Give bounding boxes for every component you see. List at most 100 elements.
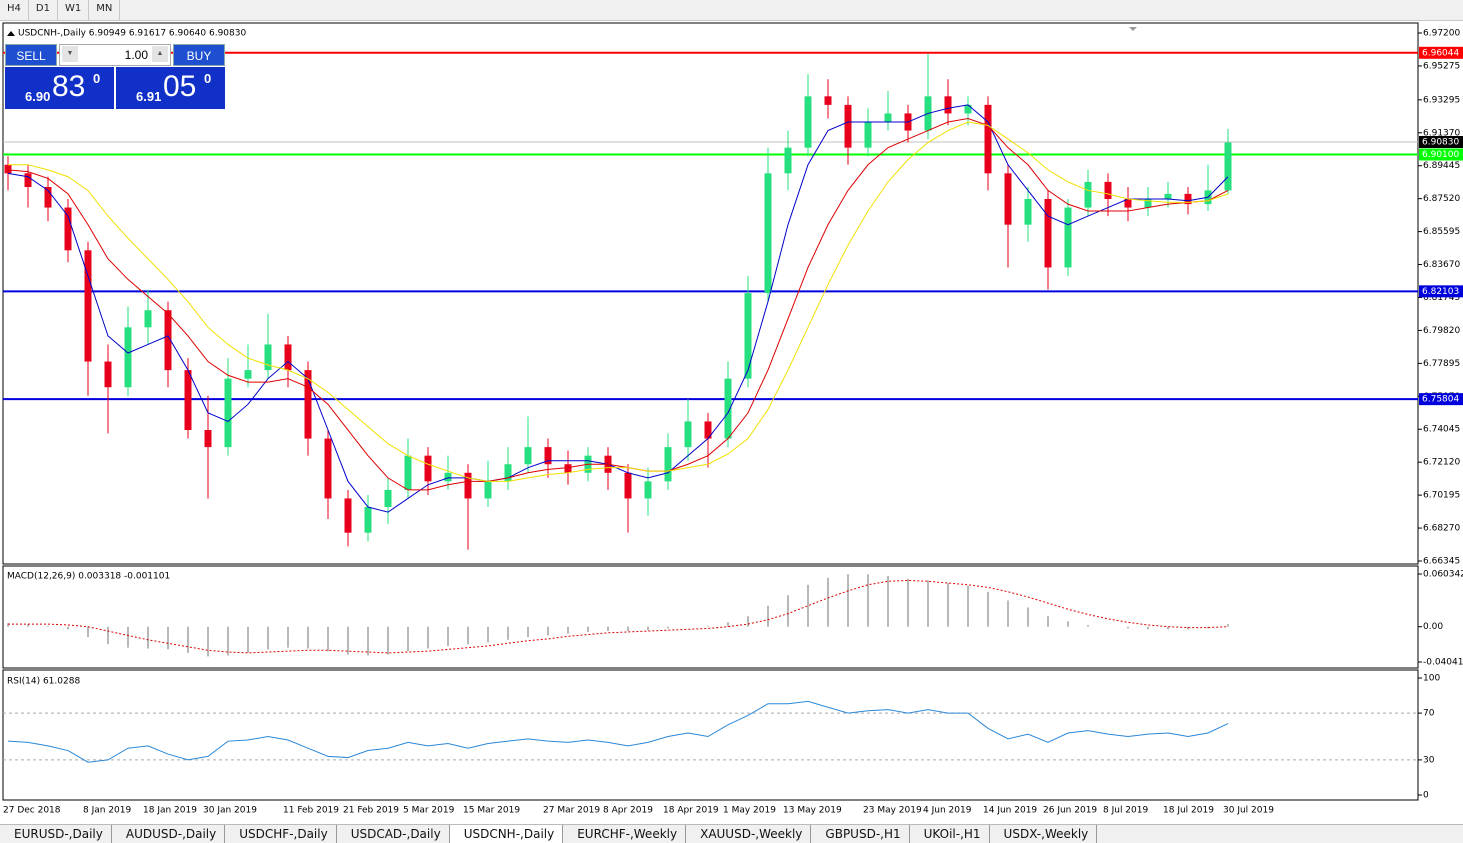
candle-body	[864, 121, 872, 148]
candle-body	[1224, 142, 1232, 191]
chart-tab[interactable]: GBPUSD-,H1	[811, 825, 910, 843]
y-tick-label: 6.72120	[1423, 458, 1460, 468]
y-tick-label: 6.70195	[1423, 491, 1460, 501]
chart-tab[interactable]: USDCAD-,Daily	[337, 825, 450, 843]
candle-body	[844, 104, 852, 148]
y-tick-label: 6.74045	[1423, 425, 1460, 435]
candle-body	[824, 96, 832, 105]
chart-tab[interactable]: USDX-,Weekly	[990, 825, 1098, 843]
candle-body	[1024, 198, 1032, 225]
y-tick-label: 0.060342	[1423, 570, 1463, 580]
candle-body	[724, 378, 732, 439]
chart-tab[interactable]: UKOil-,H1	[910, 825, 990, 843]
candle-body	[64, 207, 72, 251]
timeframe-button[interactable]: H4	[0, 0, 29, 20]
y-tick-label: -0.040415	[1423, 658, 1463, 668]
y-tick-label: 0	[1423, 791, 1429, 801]
x-tick-label: 30 Jul 2019	[1223, 806, 1274, 816]
candle-body	[544, 447, 552, 465]
volume-up[interactable]: ▲	[152, 46, 168, 62]
x-tick-label: 11 Feb 2019	[283, 806, 339, 816]
chart-tab[interactable]: USDCNH-,Daily	[449, 825, 564, 843]
y-tick-label: 6.83670	[1423, 260, 1460, 270]
candle-body	[304, 370, 312, 439]
chart-tab[interactable]: USDCHF-,Daily	[225, 825, 337, 843]
candle-body	[44, 187, 52, 208]
timeframe-button[interactable]: W1	[58, 0, 90, 20]
candle-body	[464, 472, 472, 499]
buy-button[interactable]: BUY	[173, 44, 225, 66]
x-tick-label: 15 Mar 2019	[463, 806, 520, 816]
candle-body	[1084, 181, 1092, 208]
candle-body	[124, 327, 132, 388]
level-label: 6.82103	[1422, 287, 1459, 297]
candle-body	[244, 370, 252, 379]
candle-body	[624, 472, 632, 499]
x-tick-label: 27 Mar 2019	[543, 806, 600, 816]
candle-body	[984, 104, 992, 174]
x-tick-label: 8 Jan 2019	[83, 806, 131, 816]
y-tick-label: 6.79820	[1423, 326, 1460, 336]
sell-price-frac: 0	[93, 71, 101, 86]
y-tick-label: 0.00	[1423, 622, 1443, 632]
candle-body	[324, 438, 332, 499]
candle-body	[764, 173, 772, 294]
level-badge	[1419, 393, 1463, 406]
x-tick-label: 4 Jun 2019	[923, 806, 972, 816]
sell-price[interactable]: 6.90 83 0	[5, 67, 114, 109]
y-tick-label: 6.91370	[1423, 128, 1460, 138]
candle-body	[104, 361, 112, 388]
one-click-trading: SELL 1.00 ▼ ▲ BUY 6.90 83 0 6.91 05 0	[5, 44, 225, 110]
level-label: 6.96044	[1422, 48, 1459, 58]
macd-header: MACD(12,26,9) 0.003318 -0.001101	[7, 572, 170, 582]
sell-button[interactable]: SELL	[5, 44, 57, 66]
x-tick-label: 14 Jun 2019	[983, 806, 1037, 816]
sell-price-big: 6.90	[25, 89, 51, 104]
chart-tab[interactable]: EURUSD-,Daily	[0, 825, 112, 843]
candle-body	[164, 310, 172, 371]
x-tick-label: 18 Jan 2019	[143, 806, 197, 816]
buy-price-big: 6.91	[136, 89, 162, 104]
candle-body	[384, 489, 392, 508]
timeframe-button[interactable]: D1	[29, 0, 58, 20]
candle-body	[344, 498, 352, 533]
candle-body	[284, 344, 292, 371]
candle-body	[944, 96, 952, 114]
candle-body	[744, 293, 752, 379]
moving-average	[8, 121, 1229, 482]
volume-input[interactable]: 1.00	[59, 44, 171, 66]
candle-body	[364, 507, 372, 533]
chart-tab[interactable]: EURCHF-,Weekly	[563, 825, 687, 843]
y-tick-label: 6.95275	[1423, 61, 1460, 71]
candle-body	[704, 421, 712, 439]
y-tick-label: 6.85595	[1423, 227, 1460, 237]
macd-signal	[8, 579, 1229, 654]
x-tick-label: 27 Dec 2018	[3, 806, 61, 816]
buy-price[interactable]: 6.91 05 0	[116, 67, 225, 109]
timeframe-button[interactable]: MN	[89, 0, 121, 20]
chart-tab[interactable]: XAUUSD-,Weekly	[686, 825, 812, 843]
candle-body	[224, 378, 232, 448]
last-price-badge	[1419, 136, 1463, 149]
candle-body	[424, 455, 432, 482]
candle-body	[804, 96, 812, 148]
rsi-line	[7, 700, 1229, 763]
level-label: 6.90100	[1422, 150, 1459, 160]
main-header: USDCNH-,Daily 6.90949 6.91617 6.90640 6.…	[18, 29, 246, 39]
x-tick-label: 23 May 2019	[863, 806, 922, 816]
candle-body	[784, 147, 792, 174]
y-tick-label: 6.77895	[1423, 359, 1460, 369]
y-tick-label: 6.66345	[1423, 557, 1460, 567]
x-tick-label: 5 Mar 2019	[403, 806, 455, 816]
main-panel-frame	[2, 22, 1419, 565]
candle-body	[404, 455, 412, 490]
macd-panel-frame	[2, 565, 1419, 669]
candle-body	[504, 464, 512, 482]
volume-down[interactable]: ▼	[62, 46, 78, 62]
x-tick-label: 1 May 2019	[723, 806, 776, 816]
chart-tab[interactable]: AUDUSD-,Daily	[112, 825, 226, 843]
candle-body	[84, 250, 92, 362]
level-badge	[1419, 46, 1463, 59]
y-tick-label: 70	[1423, 709, 1435, 719]
x-tick-label: 13 May 2019	[783, 806, 842, 816]
